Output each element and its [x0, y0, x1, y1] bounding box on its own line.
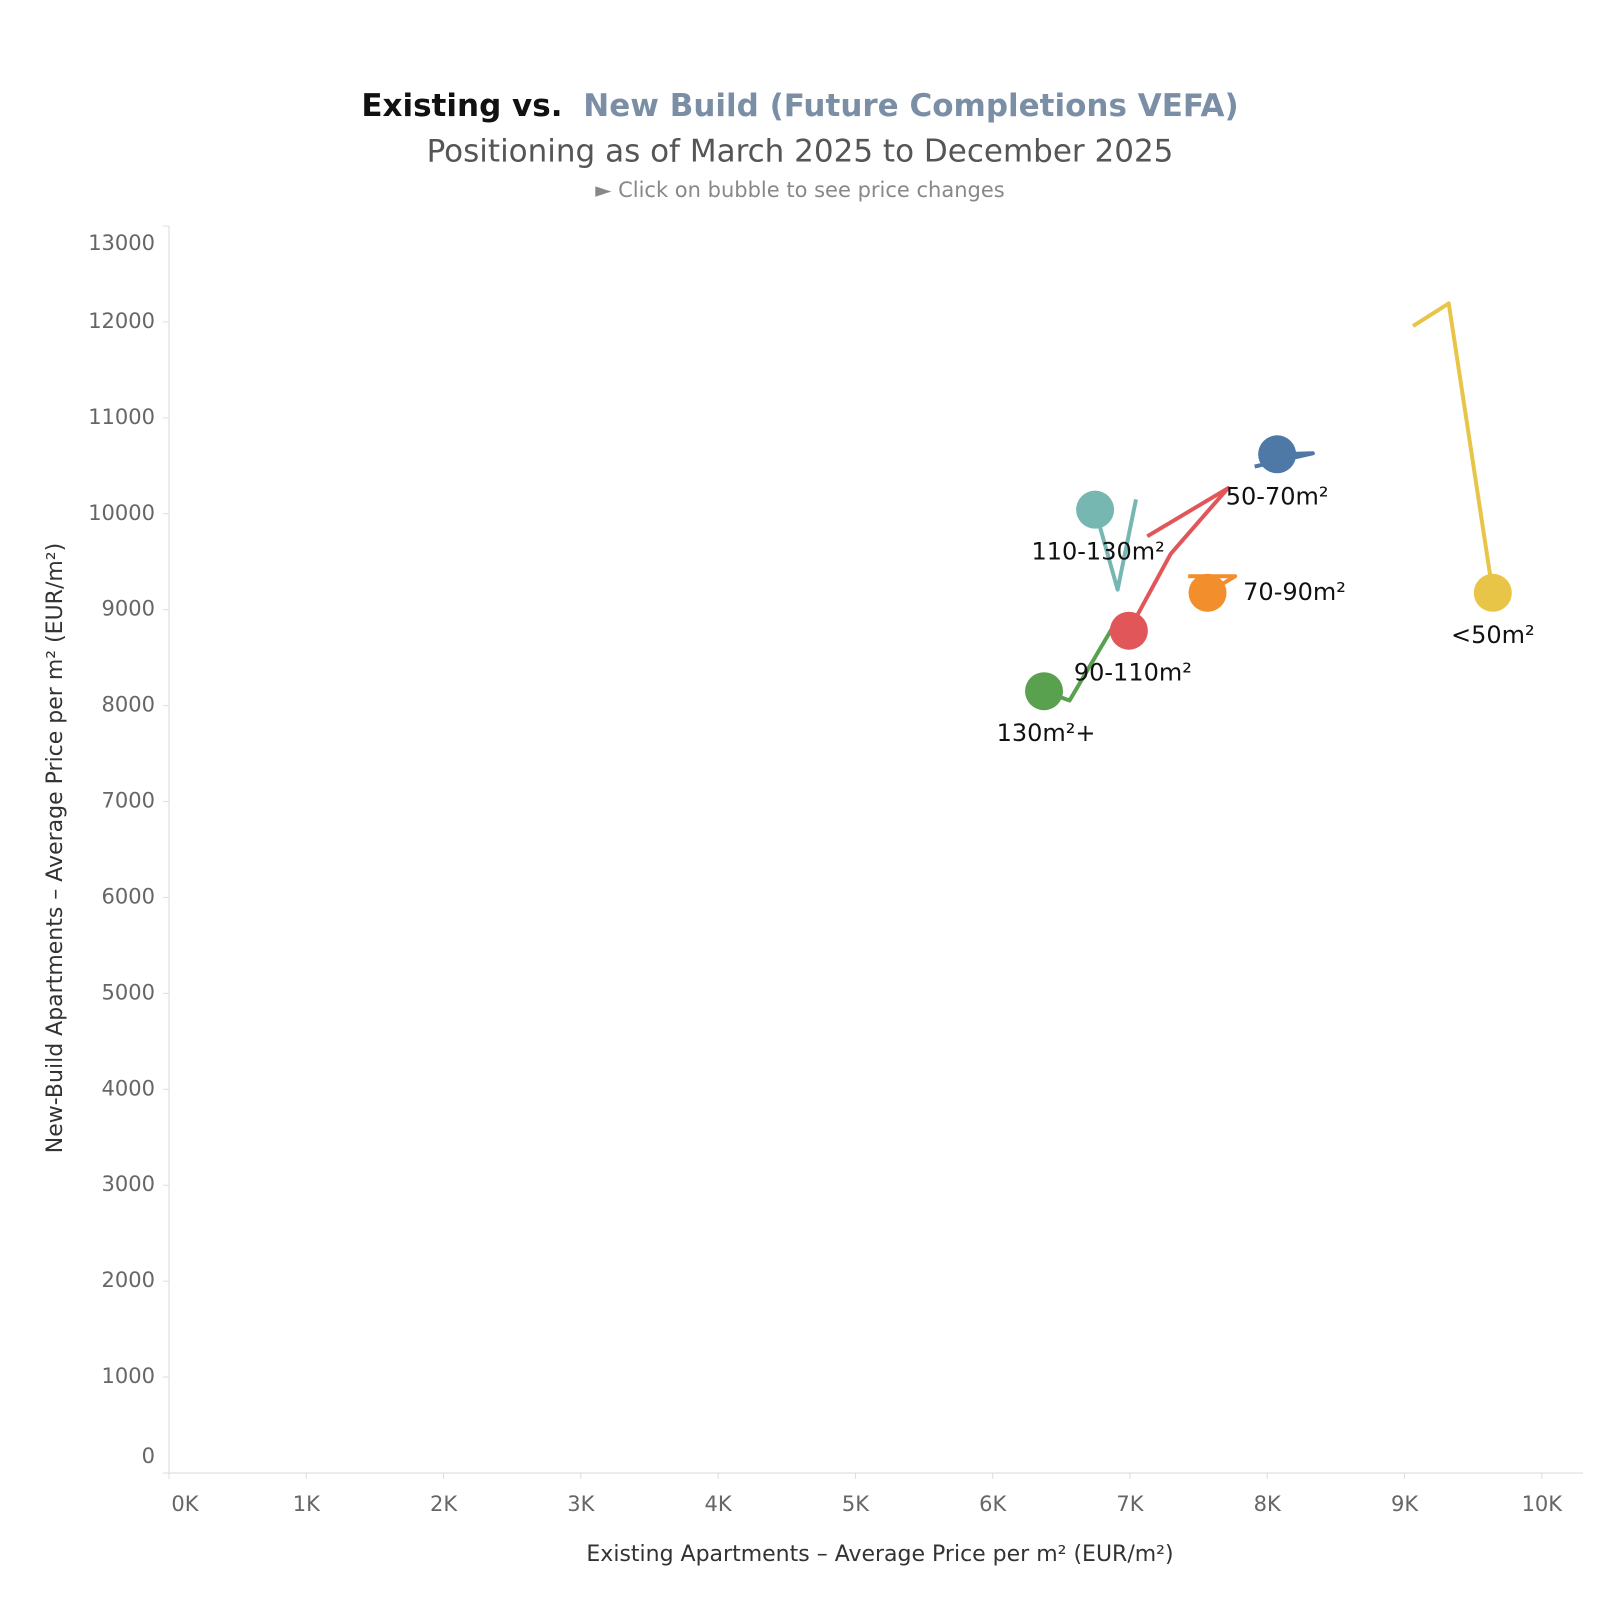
trail-line — [1093, 498, 1138, 592]
point-label: 130m²+ — [997, 719, 1096, 747]
trail-line — [1411, 301, 1495, 594]
y-tick-label: 11000 — [88, 405, 155, 429]
bubble[interactable] — [1109, 611, 1148, 650]
chart-subtitle: Positioning as of March 2025 to December… — [427, 134, 1174, 170]
bubble[interactable] — [1025, 672, 1064, 711]
y-tick-label: 12000 — [88, 309, 155, 333]
x-tick-label: 1K — [293, 1492, 321, 1516]
x-tick-label: 7K — [1116, 1492, 1144, 1516]
x-tick-label: 5K — [842, 1492, 870, 1516]
y-tick-label: 6000 — [102, 884, 155, 908]
x-tick-label: 4K — [705, 1492, 733, 1516]
point-label: 90-110m² — [1074, 659, 1192, 687]
y-tick-label: 10000 — [88, 501, 155, 525]
x-tick-label: 6K — [979, 1492, 1007, 1516]
bubble[interactable] — [1258, 435, 1297, 474]
y-tick-label: 0 — [142, 1444, 155, 1468]
y-tick-label: 7000 — [102, 789, 155, 813]
y-tick-label: 1000 — [102, 1364, 155, 1388]
x-tick-label: 0K — [171, 1492, 199, 1516]
point-label: <50m² — [1451, 621, 1535, 649]
x-tick-label: 2K — [430, 1492, 458, 1516]
y-tick-label: 3000 — [102, 1172, 155, 1196]
y-tick-label: 9000 — [102, 597, 155, 621]
y-tick-label: 5000 — [102, 980, 155, 1004]
chart-title: Existing vs. New Build (Future Completio… — [361, 88, 1238, 124]
title-part: Existing vs. — [361, 88, 562, 124]
point-label: 110-130m² — [1031, 538, 1164, 566]
trail-line — [1127, 486, 1230, 632]
y-axis-title: New-Build Apartments – Average Price per… — [43, 543, 68, 1153]
y-tick-label: 2000 — [102, 1268, 155, 1292]
y-tick-label: 4000 — [102, 1076, 155, 1100]
bubble[interactable] — [1473, 573, 1512, 612]
chart-note: ► Click on bubble to see price changes — [595, 178, 1004, 202]
x-axis-title: Existing Apartments – Average Price per … — [586, 1542, 1173, 1567]
point-label: 50-70m² — [1226, 482, 1329, 510]
bubble[interactable] — [1076, 490, 1115, 529]
x-tick-label: 10K — [1522, 1492, 1564, 1516]
title-part: New Build (Future Completions VEFA) — [583, 88, 1238, 124]
y-tick-label: 13000 — [88, 231, 155, 255]
x-tick-label: 9K — [1391, 1492, 1419, 1516]
x-tick-label: 3K — [567, 1492, 595, 1516]
x-tick-label: 8K — [1254, 1492, 1282, 1516]
y-tick-label: 8000 — [102, 693, 155, 717]
bubble[interactable] — [1188, 573, 1227, 612]
point-label: 70-90m² — [1243, 578, 1346, 606]
